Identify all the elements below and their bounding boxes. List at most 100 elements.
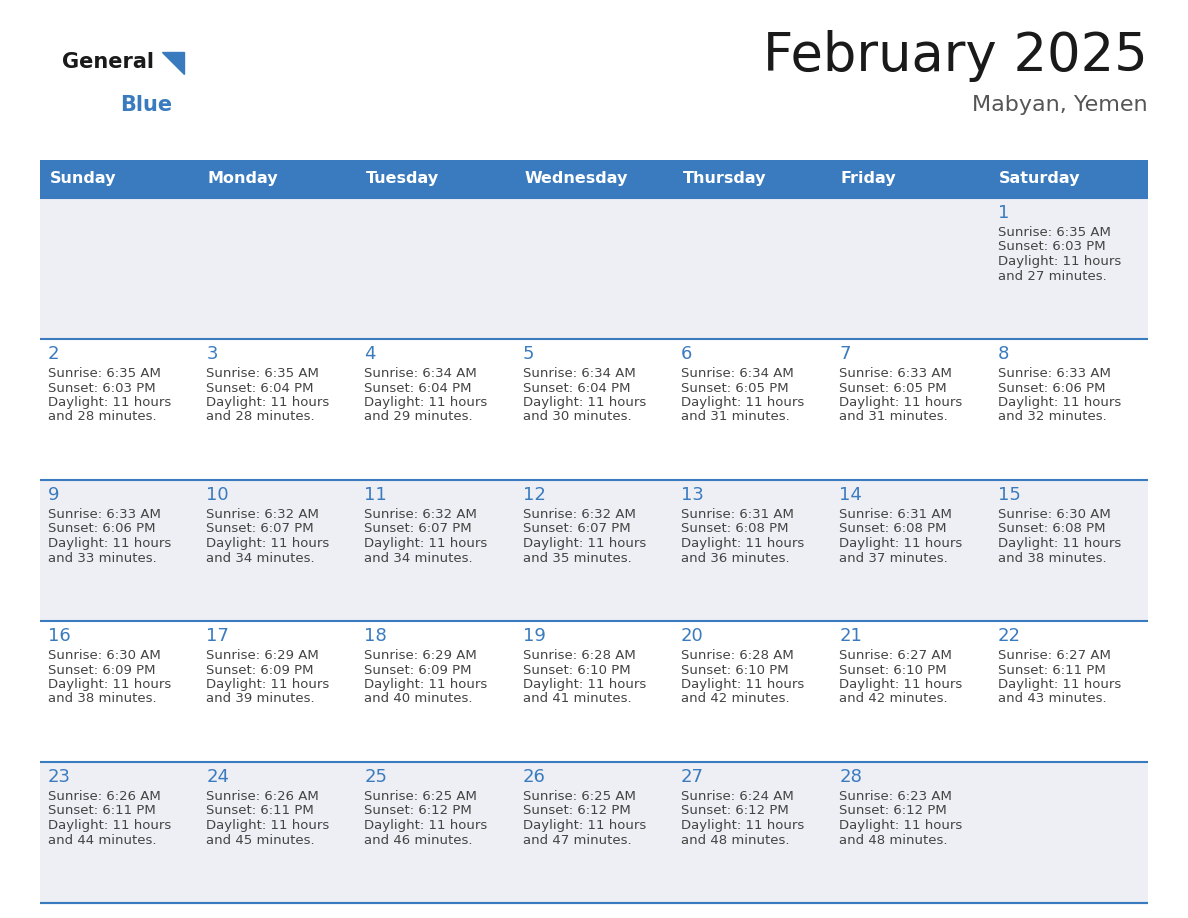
Text: Daylight: 11 hours: Daylight: 11 hours [840,819,962,832]
Text: 28: 28 [840,768,862,786]
Text: Daylight: 11 hours: Daylight: 11 hours [681,819,804,832]
Text: Sunrise: 6:33 AM: Sunrise: 6:33 AM [840,367,953,380]
Text: and 31 minutes.: and 31 minutes. [681,410,790,423]
Text: and 33 minutes.: and 33 minutes. [48,552,157,565]
Text: and 45 minutes.: and 45 minutes. [207,834,315,846]
Text: Sunset: 6:09 PM: Sunset: 6:09 PM [48,664,156,677]
Bar [40,762,1148,903]
Text: Sunset: 6:04 PM: Sunset: 6:04 PM [207,382,314,395]
Text: Sunrise: 6:29 AM: Sunrise: 6:29 AM [365,649,478,662]
Bar [356,160,514,198]
Text: 1: 1 [998,204,1009,222]
Text: and 38 minutes.: and 38 minutes. [998,552,1106,565]
Text: Friday: Friday [841,172,897,186]
Text: 3: 3 [207,345,217,363]
Text: Sunrise: 6:28 AM: Sunrise: 6:28 AM [681,649,794,662]
Text: Sunset: 6:10 PM: Sunset: 6:10 PM [840,664,947,677]
Text: Blue: Blue [120,95,172,115]
Text: 20: 20 [681,627,703,645]
Text: Daylight: 11 hours: Daylight: 11 hours [998,396,1121,409]
Text: Sunset: 6:06 PM: Sunset: 6:06 PM [48,522,156,535]
Text: and 28 minutes.: and 28 minutes. [207,410,315,423]
Text: 17: 17 [207,627,229,645]
Text: Daylight: 11 hours: Daylight: 11 hours [365,678,488,691]
Text: and 47 minutes.: and 47 minutes. [523,834,631,846]
Text: and 29 minutes.: and 29 minutes. [365,410,473,423]
Text: Daylight: 11 hours: Daylight: 11 hours [998,678,1121,691]
Text: Daylight: 11 hours: Daylight: 11 hours [840,537,962,550]
Text: Sunset: 6:08 PM: Sunset: 6:08 PM [681,522,789,535]
Text: 5: 5 [523,345,535,363]
Text: Daylight: 11 hours: Daylight: 11 hours [207,678,329,691]
Text: 23: 23 [48,768,71,786]
Text: Sunset: 6:09 PM: Sunset: 6:09 PM [365,664,472,677]
Text: Daylight: 11 hours: Daylight: 11 hours [523,678,646,691]
Text: 19: 19 [523,627,545,645]
Text: Sunset: 6:12 PM: Sunset: 6:12 PM [523,804,631,818]
Text: Sunrise: 6:34 AM: Sunrise: 6:34 AM [681,367,794,380]
Text: Sunrise: 6:35 AM: Sunrise: 6:35 AM [998,226,1111,239]
Bar [990,160,1148,198]
Text: Sunset: 6:11 PM: Sunset: 6:11 PM [207,804,314,818]
Text: Sunset: 6:05 PM: Sunset: 6:05 PM [681,382,789,395]
Text: Sunrise: 6:24 AM: Sunrise: 6:24 AM [681,790,794,803]
Text: Sunrise: 6:27 AM: Sunrise: 6:27 AM [998,649,1111,662]
Text: Sunset: 6:07 PM: Sunset: 6:07 PM [365,522,472,535]
Text: 15: 15 [998,486,1020,504]
Text: and 39 minutes.: and 39 minutes. [207,692,315,706]
Text: Sunrise: 6:26 AM: Sunrise: 6:26 AM [207,790,318,803]
Text: 8: 8 [998,345,1009,363]
Text: Sunrise: 6:35 AM: Sunrise: 6:35 AM [207,367,320,380]
Text: 9: 9 [48,486,59,504]
Text: Tuesday: Tuesday [366,172,440,186]
Text: and 36 minutes.: and 36 minutes. [681,552,790,565]
Text: Sunrise: 6:31 AM: Sunrise: 6:31 AM [681,508,794,521]
Text: and 34 minutes.: and 34 minutes. [365,552,473,565]
Text: Sunset: 6:05 PM: Sunset: 6:05 PM [840,382,947,395]
Text: and 31 minutes.: and 31 minutes. [840,410,948,423]
Text: Sunrise: 6:35 AM: Sunrise: 6:35 AM [48,367,160,380]
Text: and 42 minutes.: and 42 minutes. [840,692,948,706]
Text: Daylight: 11 hours: Daylight: 11 hours [681,396,804,409]
Text: Sunrise: 6:27 AM: Sunrise: 6:27 AM [840,649,953,662]
Text: and 34 minutes.: and 34 minutes. [207,552,315,565]
Text: Sunrise: 6:31 AM: Sunrise: 6:31 AM [840,508,953,521]
Text: 18: 18 [365,627,387,645]
Text: 27: 27 [681,768,704,786]
Text: Sunrise: 6:28 AM: Sunrise: 6:28 AM [523,649,636,662]
Text: 21: 21 [840,627,862,645]
Text: 26: 26 [523,768,545,786]
Bar [40,480,1148,621]
Text: Daylight: 11 hours: Daylight: 11 hours [523,396,646,409]
Text: Daylight: 11 hours: Daylight: 11 hours [840,678,962,691]
Text: and 43 minutes.: and 43 minutes. [998,692,1106,706]
Text: and 35 minutes.: and 35 minutes. [523,552,632,565]
Text: and 38 minutes.: and 38 minutes. [48,692,157,706]
Text: Daylight: 11 hours: Daylight: 11 hours [681,537,804,550]
Text: Daylight: 11 hours: Daylight: 11 hours [207,537,329,550]
Text: Daylight: 11 hours: Daylight: 11 hours [48,537,171,550]
Text: Sunset: 6:11 PM: Sunset: 6:11 PM [998,664,1105,677]
Text: and 46 minutes.: and 46 minutes. [365,834,473,846]
Text: Saturday: Saturday [999,172,1081,186]
Text: Daylight: 11 hours: Daylight: 11 hours [365,537,488,550]
Text: 12: 12 [523,486,545,504]
Text: Sunset: 6:11 PM: Sunset: 6:11 PM [48,804,156,818]
Text: 25: 25 [365,768,387,786]
Text: Daylight: 11 hours: Daylight: 11 hours [207,819,329,832]
Text: 16: 16 [48,627,70,645]
Text: and 41 minutes.: and 41 minutes. [523,692,631,706]
Text: Daylight: 11 hours: Daylight: 11 hours [998,537,1121,550]
Text: and 48 minutes.: and 48 minutes. [840,834,948,846]
Text: Daylight: 11 hours: Daylight: 11 hours [681,678,804,691]
Text: 11: 11 [365,486,387,504]
Polygon shape [162,52,184,74]
Text: Sunset: 6:07 PM: Sunset: 6:07 PM [207,522,314,535]
Text: Sunset: 6:04 PM: Sunset: 6:04 PM [523,382,631,395]
Text: Sunrise: 6:23 AM: Sunrise: 6:23 AM [840,790,953,803]
Text: Daylight: 11 hours: Daylight: 11 hours [523,537,646,550]
Text: Daylight: 11 hours: Daylight: 11 hours [48,819,171,832]
Text: Sunrise: 6:30 AM: Sunrise: 6:30 AM [998,508,1111,521]
Text: and 40 minutes.: and 40 minutes. [365,692,473,706]
Bar [40,160,198,198]
